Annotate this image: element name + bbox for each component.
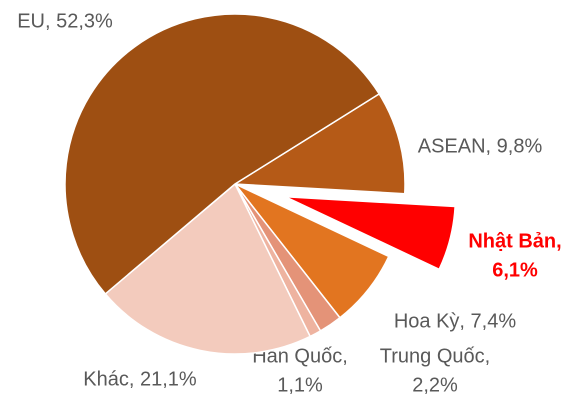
data-label: 6,1% (492, 259, 538, 281)
data-label: Trung Quốc, (380, 345, 490, 367)
pie-slice (285, 196, 456, 271)
data-label: 2,2% (412, 374, 458, 396)
pie-slice (64, 13, 381, 295)
data-label: Nhật Bản, (468, 230, 561, 252)
data-label: ASEAN, 9,8% (418, 135, 543, 157)
data-label: Hàn Quốc, (252, 345, 348, 367)
data-label: Hoa Kỳ, 7,4% (394, 310, 517, 332)
data-label: 1,1% (277, 374, 323, 396)
pie-slice (104, 182, 312, 355)
pie-slice (232, 92, 406, 195)
data-label: EU, 52,3% (17, 10, 113, 32)
data-label: Khác, 21,1% (83, 368, 197, 390)
